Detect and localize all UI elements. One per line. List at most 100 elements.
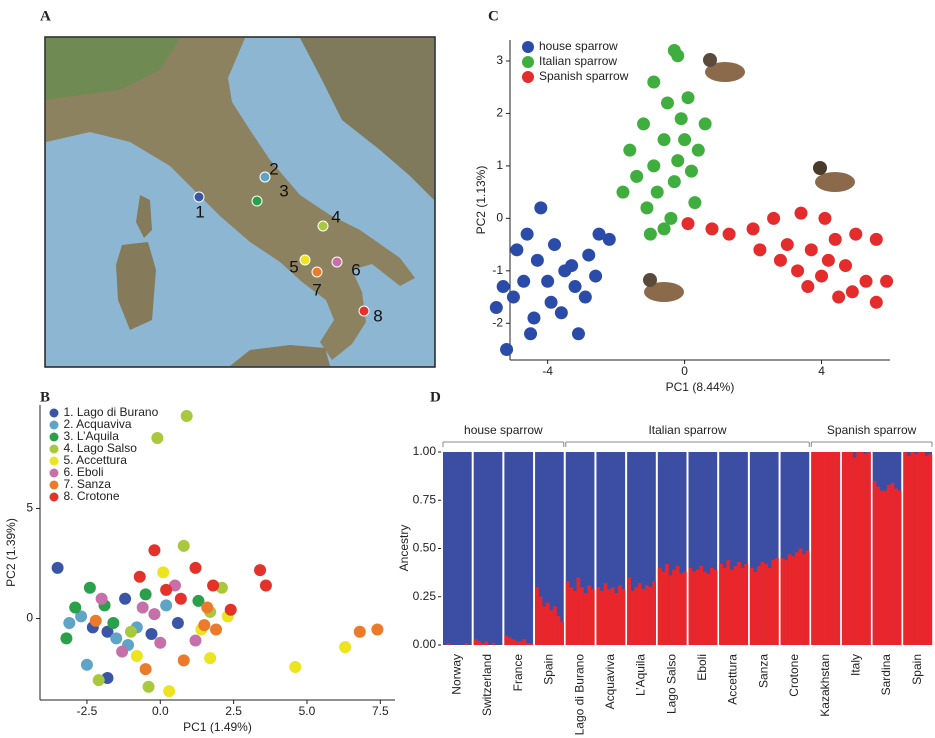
ancestry-bar: [542, 606, 546, 645]
point: [541, 275, 554, 288]
ancestry-bar: [818, 452, 822, 645]
point: [90, 615, 102, 627]
point: [500, 343, 513, 356]
ancestry-bar: [584, 593, 588, 645]
ancestry-bar: [719, 564, 723, 645]
y-tick-label: 3: [496, 53, 503, 67]
point: [96, 593, 108, 605]
point: [753, 243, 766, 256]
legend-swatch: [50, 457, 59, 466]
population-label: Lago di Burano: [572, 654, 586, 736]
figure: A B C D 12345678-2.50.02.55.07.505PC1 (1…: [0, 0, 935, 738]
panel-label: D: [430, 389, 441, 405]
ancestry-bar: [522, 639, 526, 645]
legend-swatch: [50, 421, 59, 430]
point: [339, 641, 351, 653]
point: [181, 410, 193, 422]
ancestry-bar: [910, 452, 914, 645]
ancestry-bar: [546, 603, 550, 645]
x-tick-label: 7.5: [372, 704, 389, 718]
point: [521, 228, 534, 241]
point: [524, 327, 537, 340]
point: [260, 580, 272, 592]
legend-swatch: [50, 409, 59, 418]
y-tick-label: 1: [496, 158, 503, 172]
y-tick-label: 0.50: [413, 541, 437, 555]
ancestry-bar: [784, 560, 788, 645]
ancestry-bar: [669, 576, 673, 645]
ancestry-bar: [634, 587, 638, 645]
ancestry-bar: [853, 458, 857, 645]
site-label: 7: [312, 280, 321, 299]
point: [829, 233, 842, 246]
site-dot: [312, 267, 322, 277]
point: [84, 582, 96, 594]
x-axis-label: PC1 (1.49%): [183, 720, 252, 734]
population-label: Eboli: [695, 654, 709, 681]
ancestry-bar: [883, 491, 887, 645]
point: [647, 75, 660, 88]
ancestry-background: [504, 452, 533, 645]
point: [822, 254, 835, 267]
ancestry-bar: [535, 587, 539, 645]
point: [747, 222, 760, 235]
site-dot: [318, 221, 328, 231]
site-dot: [252, 196, 262, 206]
ancestry-bar: [627, 577, 631, 645]
ancestry-bar: [723, 568, 727, 645]
point: [651, 186, 664, 199]
ancestry-bar: [515, 641, 519, 645]
ancestry-bar: [569, 587, 573, 645]
site-dot: [300, 255, 310, 265]
ancestry-bar: [614, 593, 618, 645]
ancestry-bar: [591, 589, 595, 645]
group-label: Spanish sparrow: [827, 423, 917, 437]
ancestry-bar: [822, 452, 826, 645]
point: [145, 628, 157, 640]
group-label: house sparrow: [464, 423, 543, 437]
ancestry-bar: [600, 591, 604, 645]
point: [548, 238, 561, 251]
point: [572, 327, 585, 340]
ancestry-bar: [903, 452, 907, 645]
point: [510, 243, 523, 256]
point: [151, 432, 163, 444]
point: [198, 619, 210, 631]
ancestry-background: [474, 452, 503, 645]
point: [640, 201, 653, 214]
point: [160, 584, 172, 596]
point: [846, 285, 859, 298]
point: [81, 659, 93, 671]
point: [172, 617, 184, 629]
legend-swatch: [522, 71, 534, 83]
ancestry-bar: [560, 622, 564, 645]
y-tick-label: -1: [492, 263, 503, 277]
ancestry-bar: [788, 554, 792, 645]
ancestry-bar: [826, 452, 830, 645]
point: [699, 117, 712, 130]
x-tick-label: 4: [818, 364, 825, 378]
ancestry-bar: [791, 556, 795, 645]
point: [671, 49, 684, 62]
y-axis-label: PC2 (1.13%): [474, 166, 488, 235]
point: [794, 207, 807, 220]
point: [675, 112, 688, 125]
point: [805, 243, 818, 256]
point: [160, 599, 172, 611]
y-tick-label: 0.25: [413, 589, 437, 603]
point: [110, 632, 122, 644]
point: [801, 280, 814, 293]
ancestry-bar: [652, 581, 656, 645]
point: [125, 626, 137, 638]
ancestry-bar: [849, 452, 853, 645]
y-axis-label: Ancestry: [397, 525, 411, 572]
ancestry-bar: [873, 481, 877, 645]
point: [527, 312, 540, 325]
ancestry-bar: [753, 572, 757, 645]
ancestry-bar: [508, 637, 512, 645]
ancestry-bar: [710, 568, 714, 645]
point: [204, 652, 216, 664]
point: [880, 275, 893, 288]
x-tick-label: 2.5: [225, 704, 242, 718]
legend-label: house sparrow: [539, 39, 618, 53]
